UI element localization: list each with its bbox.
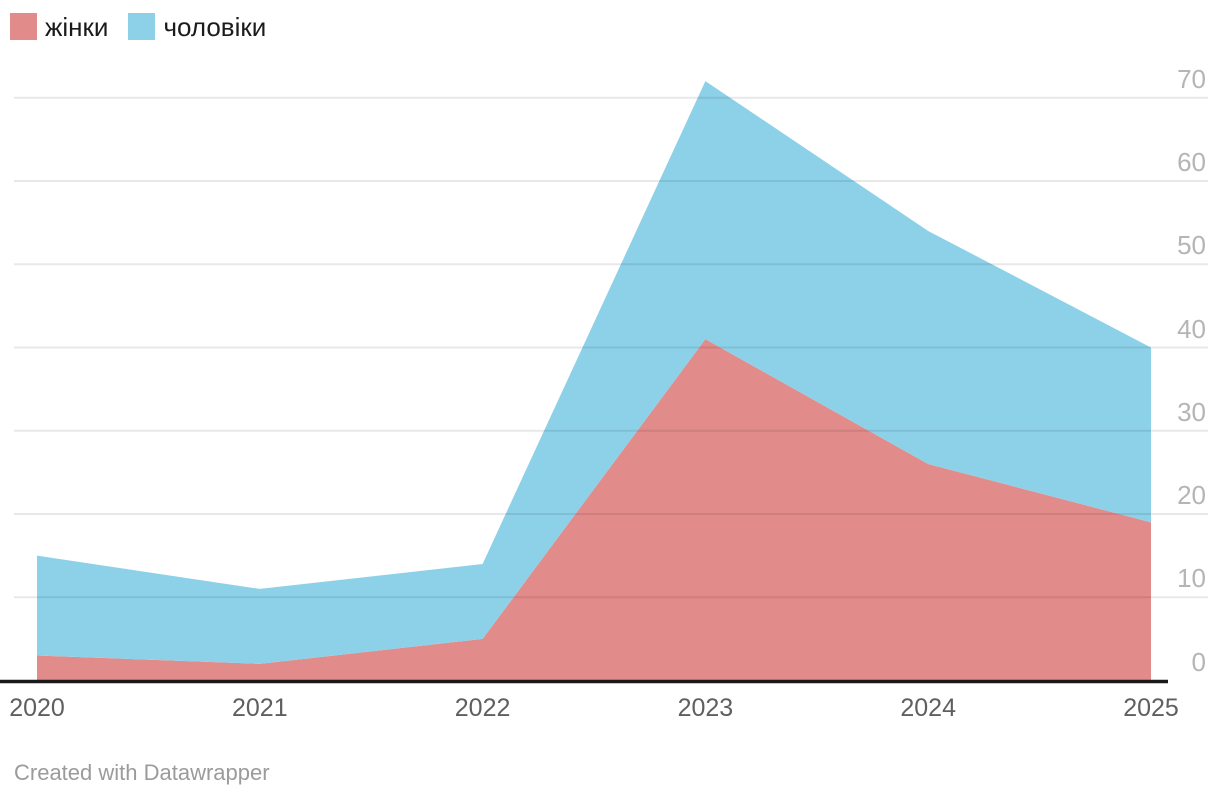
y-tick-label: 70: [1177, 63, 1206, 94]
legend-item-men: чоловіки: [128, 13, 266, 40]
y-tick-label: 60: [1177, 147, 1206, 177]
area-men: [37, 81, 1151, 664]
legend-swatch-men-icon: [128, 13, 156, 40]
y-tick-label: 20: [1177, 480, 1206, 510]
y-tick-label: 30: [1177, 396, 1206, 427]
y-tick-label: 10: [1177, 563, 1206, 594]
legend-item-women: жінки: [10, 13, 108, 40]
footer-credit: Created with Datawrapper: [14, 760, 270, 785]
y-tick-label: 50: [1177, 230, 1206, 261]
x-tick-label: 2024: [900, 694, 956, 722]
x-tick-label: 2023: [677, 694, 734, 722]
y-tick-label: 40: [1177, 313, 1206, 344]
x-tick-label: 2021: [231, 694, 288, 722]
x-tick-label: 2025: [1123, 694, 1179, 722]
legend-label-women: жінки: [45, 11, 109, 42]
legend-label-men: чоловіки: [163, 11, 267, 42]
x-tick-label: 2022: [454, 694, 511, 722]
x-tick-label: 2020: [9, 694, 65, 722]
area-women: [37, 339, 1151, 681]
legend: жінки чоловіки: [10, 13, 266, 40]
y-tick-label: 0: [1191, 646, 1206, 677]
legend-swatch-women-icon: [10, 13, 37, 40]
